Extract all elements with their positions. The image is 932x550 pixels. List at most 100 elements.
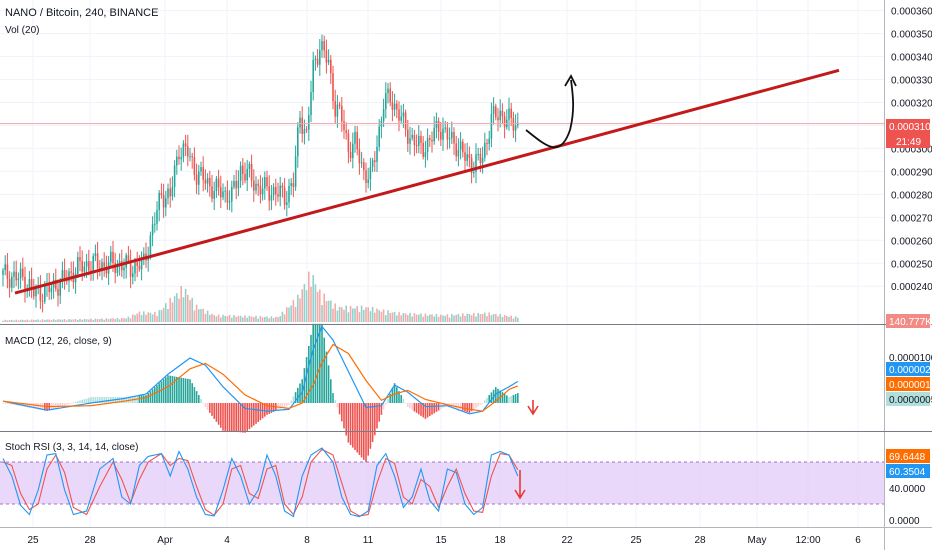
volume-bar [512,318,515,322]
candle-body [497,117,499,121]
macd-histogram-bar [349,403,352,446]
trendline[interactable] [14,68,840,295]
macd-histogram-bar [495,387,497,403]
macd-histogram-bar [415,403,418,413]
macd-histogram-bar [385,403,387,405]
candle-body [103,262,105,267]
candle-body [182,143,185,158]
candle-body [501,110,504,117]
volume-bar [380,311,383,322]
volume-bar [358,312,361,322]
macd-histogram-bar [266,403,268,415]
candle-body [195,174,198,185]
projection-arrow-drawing[interactable] [525,79,575,149]
macd-histogram-bar [77,401,79,403]
volume-bar [354,308,356,322]
candle-body [44,285,46,302]
macd-histogram-bar [239,403,242,433]
volume-bar [123,318,125,322]
stoch-axis-tick-0: 0.0000 [889,516,920,527]
macd-histogram-bar [268,403,270,414]
volume-bar [338,306,341,322]
macd-histogram-bar [248,403,251,430]
volume-bar [308,271,310,322]
candle-body [440,131,442,140]
volume-bar [400,315,402,322]
volume-bar [334,303,336,322]
candle-body [110,251,112,263]
volume-bar [160,309,163,322]
macd-histogram-bar [402,399,405,403]
candle-body [308,115,310,130]
candle-body [409,138,411,144]
macd-value-tag [886,362,930,376]
volume-bar [497,316,499,322]
macd-histogram-bar [222,403,224,431]
macd-histogram-bar [437,403,440,411]
macd-histogram-bar [94,397,97,403]
macd-histogram-bar [446,403,449,405]
macd-histogram-bar [316,323,319,403]
candle-body [171,187,174,197]
candle-body [514,125,517,131]
volume-bar [92,319,94,322]
candle-body [338,104,341,106]
macd-histogram-bar [391,388,394,403]
volume-bar [107,319,110,322]
candle-body [477,153,479,155]
signal-value: 0.0000019 [889,380,932,391]
volume-bar [488,312,490,322]
macd-histogram-bar [211,403,213,416]
volume-label: Vol (20) [5,25,39,36]
macd-histogram-bar [396,387,398,403]
candle-body [11,276,13,288]
countdown-value: 21:49 [896,137,921,148]
volume-bar [319,289,321,322]
macd-histogram-bar [28,403,31,408]
macd-histogram-bar [327,365,330,403]
time-tick-label: 6 [855,535,861,546]
macd-histogram-bar [140,395,143,403]
volume-bar [510,315,512,322]
signal-value-tag [886,377,930,391]
volume-bar [63,319,66,322]
candle-body [398,109,400,121]
volume-bar [343,309,345,322]
candle-body [374,160,376,163]
volume-bar [255,315,257,322]
candle-body [226,190,229,203]
volume-bar [448,317,451,322]
volume-bar [189,300,191,322]
candle-body [213,191,215,199]
candle-body [415,145,418,147]
macd-histogram-bar [464,403,466,412]
time-axis[interactable]: 25 28 Apr 4 8 11 15 18 22 25 28 May 12:00 6 [27,535,861,546]
volume-bar [442,315,444,322]
volume-bar [490,315,493,322]
macd-histogram-bar [264,403,266,417]
candle-body [270,194,273,201]
candle-body [336,104,339,117]
volume-bar [74,319,77,322]
volume-bar [138,311,141,322]
volume-bar [453,315,455,322]
volume-bar [129,318,132,322]
macd-histogram-bar [270,403,273,413]
candle-body [156,210,158,224]
candle-body [424,152,427,157]
macd-histogram-bar [382,403,385,410]
macd-histogram-bar [473,403,475,410]
macd-histogram-bar [162,379,165,403]
candle-body [198,171,200,185]
candle-body [178,156,180,160]
volume-bar [459,316,462,322]
macd-histogram-bar [477,403,479,407]
candle-body [2,270,4,275]
candle-body [24,276,26,292]
macd-histogram-bar [288,403,290,405]
candle-body [167,188,169,199]
volume-bar [68,319,70,322]
